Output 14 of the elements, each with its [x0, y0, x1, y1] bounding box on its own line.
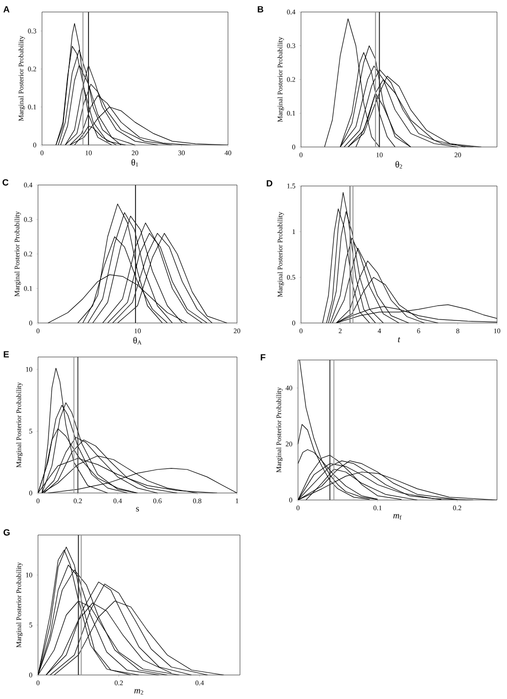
- x-axis-title: m$_{2}$: [134, 689, 144, 694]
- x-axis-title: m$_{f}$: [393, 514, 402, 520]
- chart-title: A: [3, 6, 10, 12]
- x-axis-title: θ$_{2}$: [396, 161, 402, 168]
- chart-title: F: [260, 354, 266, 360]
- chart-title: E: [4, 351, 9, 358]
- chart-title: D: [266, 180, 272, 186]
- x-axis-title: s: [136, 507, 139, 512]
- x-axis-title: θ$_{1}$: [132, 159, 138, 166]
- x-axis-title: θ$_{A}$: [133, 337, 142, 344]
- chart-title: C: [2, 179, 8, 186]
- x-axis-title: t: [398, 337, 400, 342]
- chart-title: G: [4, 529, 10, 536]
- chart-title: B: [258, 6, 264, 12]
